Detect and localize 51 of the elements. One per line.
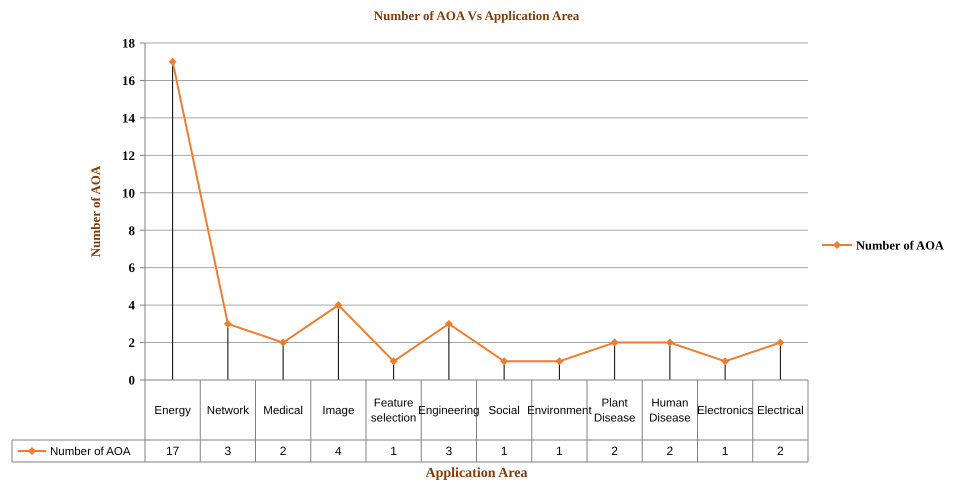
y-tick-label: 0 [128, 372, 135, 388]
y-tick-label: 10 [122, 185, 135, 200]
x-tick-label: Social [488, 405, 520, 418]
point [666, 338, 674, 347]
y-tick-label: 14 [122, 110, 136, 126]
x-tick-label: Plant Disease [594, 398, 636, 425]
data-label: 4 [335, 444, 342, 458]
point [444, 320, 453, 328]
point [334, 301, 342, 310]
y-tick-label: 12 [122, 148, 135, 163]
data-label: 3 [446, 444, 453, 458]
data-label: 2 [280, 444, 287, 458]
data-label: 1 [390, 444, 398, 458]
x-tick-label: Energy [154, 405, 192, 418]
x-axis-title: Application Area [425, 466, 528, 481]
point [500, 357, 508, 366]
y-axis-title: Number of AOA [88, 165, 103, 258]
y-tick-label: 18 [122, 36, 136, 51]
point [168, 58, 177, 66]
point [279, 338, 288, 347]
y-tick-label: 4 [128, 298, 136, 313]
point [721, 357, 730, 366]
data-label: 2 [611, 444, 618, 458]
x-tick-label: Human Disease [649, 398, 691, 425]
y-tick-label: 2 [128, 335, 135, 350]
x-tick-label: Electronics [697, 405, 754, 418]
x-tick-label: Network [206, 405, 250, 418]
x-tick-label: Medical [263, 405, 303, 418]
y-tick-label: 6 [128, 260, 136, 276]
data-label: 1 [500, 444, 508, 458]
chart-title: Number of AOA Vs Application Area [374, 8, 580, 23]
x-tick-label: Feature selection [370, 398, 416, 425]
y-tick-label: 8 [128, 222, 136, 238]
point [390, 357, 398, 366]
point [776, 338, 784, 347]
data-label: 2 [777, 444, 784, 458]
data-label: 17 [166, 444, 180, 458]
text: Number of AOA [50, 446, 131, 458]
data-label: 2 [666, 444, 674, 458]
x-tick-label: Engineering [418, 405, 480, 418]
data-label: 1 [722, 444, 729, 458]
point [610, 338, 619, 347]
x-tick-label: Environment [527, 405, 592, 418]
data-label: 1 [556, 444, 564, 458]
data-label: 3 [224, 444, 232, 458]
y-tick-label: 16 [122, 72, 136, 88]
point [224, 320, 232, 328]
point [555, 357, 564, 366]
x-tick-label: Electrical [757, 405, 804, 418]
x-tick-label: Image [322, 405, 354, 418]
legend-label: Number of AOA [856, 238, 944, 252]
